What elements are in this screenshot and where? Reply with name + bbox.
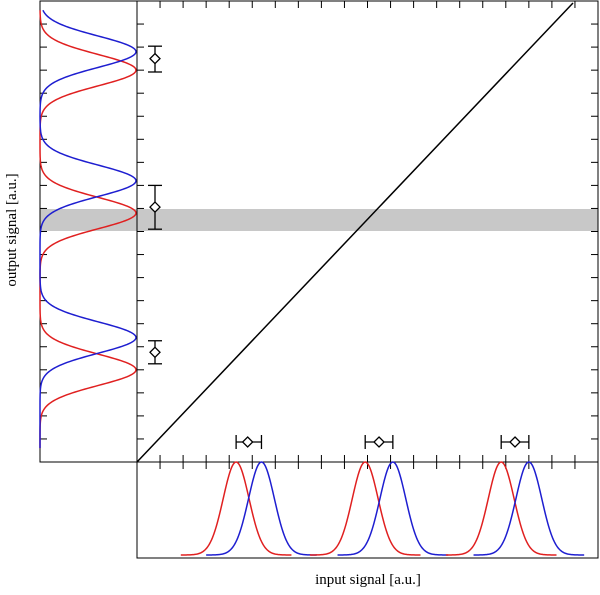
main-panel-frame	[136, 0, 599, 463]
input-marker-1	[241, 436, 254, 448]
input-red-curve-3	[445, 461, 557, 556]
input-red-curve-2	[309, 461, 421, 556]
input-red-curve-1	[180, 461, 292, 556]
input-marker-2	[373, 436, 385, 448]
input-blue-curve-2	[337, 461, 449, 556]
bottom-panel-frame	[136, 461, 599, 559]
x-axis-label: input signal [a.u.]	[315, 572, 421, 588]
main-panel-ticks	[137, 1, 598, 462]
y-axis-label: output signal [a.u.]	[4, 173, 20, 286]
input-blue-curve-3	[473, 461, 585, 556]
output-red-curve	[39, 10, 137, 449]
bottom-panel-curves	[180, 461, 585, 556]
output-marker-2	[149, 201, 161, 213]
main-panel-markers	[148, 45, 530, 449]
identity-line	[136, 2, 574, 463]
left-panel-curves	[39, 9, 137, 449]
output-marker-3	[149, 346, 161, 359]
input-blue-curve-1	[206, 461, 317, 556]
output-band-highlight	[40, 209, 598, 231]
input-marker-3	[509, 436, 521, 448]
output-blue-curve	[39, 9, 137, 449]
output-marker-1	[149, 52, 161, 65]
